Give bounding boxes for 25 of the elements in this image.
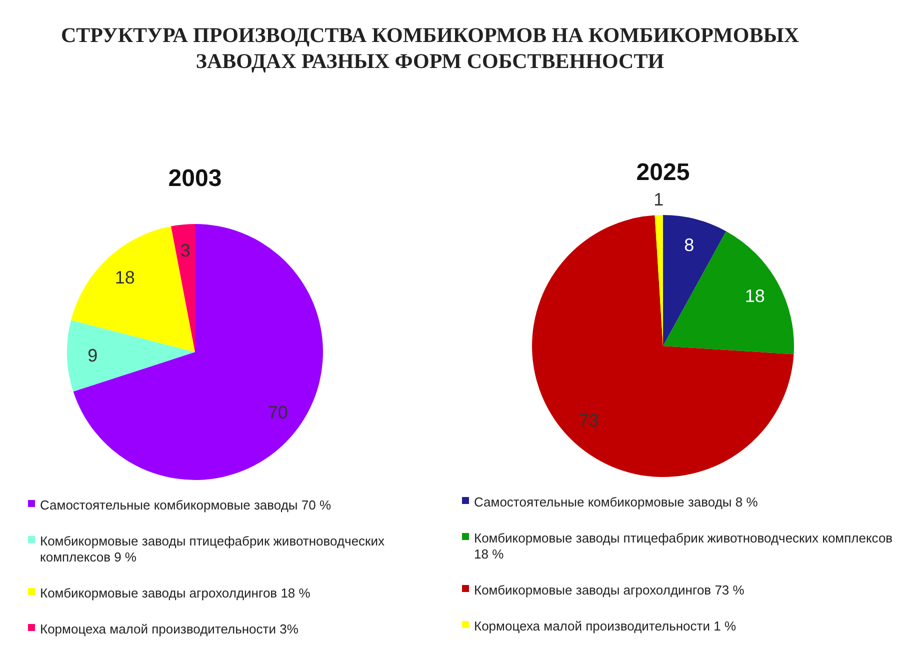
chart-title: 2025: [636, 159, 690, 186]
legend-label: Самостоятельные комбикормовые заводы 70 %: [40, 498, 332, 513]
data-label: 9: [88, 346, 98, 366]
data-label: 8: [684, 234, 694, 255]
legend-label: Комбикормовые заводы птицефабрик животноводческих комплексов 9 %: [40, 534, 386, 565]
legend-label: Кормоцеха малой производительности 1 %: [474, 618, 736, 634]
data-label: 1: [654, 189, 664, 210]
legend-label: Кормоцеха малой производительности 3%: [40, 622, 299, 637]
data-label: 70: [268, 402, 288, 422]
text: СТРУКТУРА ПРОИЗВОДСТВА КОМБИКОРМОВ НА КОМБИКОРМОВЫХ ЗАВОДАХ РАЗНЫХ ФОРМ СОБСТВЕННОСТИ: [60, 23, 800, 73]
pie-slice: [663, 231, 794, 354]
chart-title: 2003: [168, 165, 222, 192]
pie-slice: [663, 215, 726, 346]
pie-slice: [73, 224, 323, 480]
pie-slice: [532, 215, 794, 477]
pie-slice: [67, 320, 195, 392]
legend-label: Комбикормовые заводы птицефабрик животноводческих комплексов 18 %: [474, 530, 893, 562]
data-label: 18: [114, 268, 135, 288]
legend-label: Комбикормовые заводы агрохолдингов 18 %: [40, 586, 311, 601]
data-label: 3: [180, 240, 190, 260]
legend-label: Самостоятельные комбикормовые заводы 8 %: [474, 494, 758, 510]
pie-slice: [171, 224, 195, 352]
data-label: 18: [744, 286, 765, 306]
legend-label: Комбикормовые заводы агрохолдингов 73 %: [474, 582, 745, 598]
data-label: 73: [578, 410, 599, 430]
